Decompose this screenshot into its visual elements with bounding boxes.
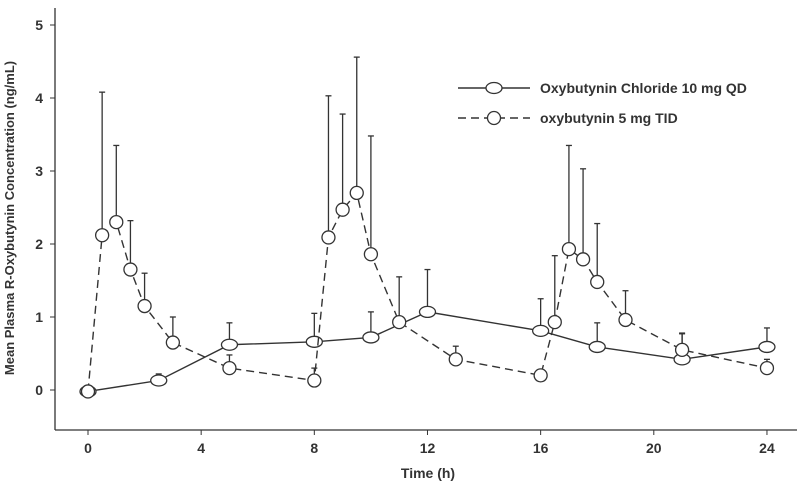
series-line-2 [87,191,768,392]
data-point [109,214,124,230]
data-point [759,360,775,376]
plot-area [79,56,776,399]
data-point [588,340,606,354]
data-point [362,331,380,344]
x-tick-label: 16 [533,440,549,456]
data-point [392,314,407,330]
x-tick-label: 0 [84,440,92,456]
data-point [80,384,96,399]
data-point [561,241,577,257]
legend-marker [485,81,503,95]
legend-label: oxybutynin 5 mg TID [540,110,678,126]
series-line-1 [87,311,768,393]
data-point [305,335,323,348]
y-tick-label: 3 [35,163,43,179]
data-point [533,368,548,383]
data-point [618,312,633,328]
data-point [220,338,239,351]
data-point [307,373,322,388]
y-tick-label: 4 [35,90,43,106]
legend-label: Oxybutynin Chloride 10 mg QD [540,80,747,96]
data-point [418,305,437,319]
data-point [94,228,110,243]
y-tick-label: 0 [35,382,43,398]
y-tick-label: 1 [35,309,43,325]
data-point [349,185,364,201]
x-tick-label: 24 [759,440,775,456]
data-point [448,352,463,367]
y-tick-label: 5 [35,17,43,33]
legend-marker [486,110,502,126]
data-point [758,340,776,354]
data-point [165,335,181,350]
data-point [363,247,379,262]
data-point [321,230,336,245]
data-point [531,324,550,338]
data-point [335,202,350,217]
data-point [123,262,138,277]
data-point [590,274,605,290]
y-tick-label: 2 [35,236,43,252]
data-point [547,314,562,330]
x-axis-label: Time (h) [401,465,455,481]
data-point [150,374,168,387]
x-tick-label: 8 [310,440,318,456]
data-point [222,360,237,376]
data-point [674,342,690,358]
x-tick-label: 4 [197,440,205,456]
data-point [575,252,591,267]
legend: Oxybutynin Chloride 10 mg QD oxybutynin 5… [458,80,747,126]
data-point [137,298,152,314]
x-tick-label: 20 [646,440,662,456]
y-axis-label: Mean Plasma R-Oxybutynin Concentration (… [2,61,17,375]
x-tick-label: 12 [420,440,436,456]
